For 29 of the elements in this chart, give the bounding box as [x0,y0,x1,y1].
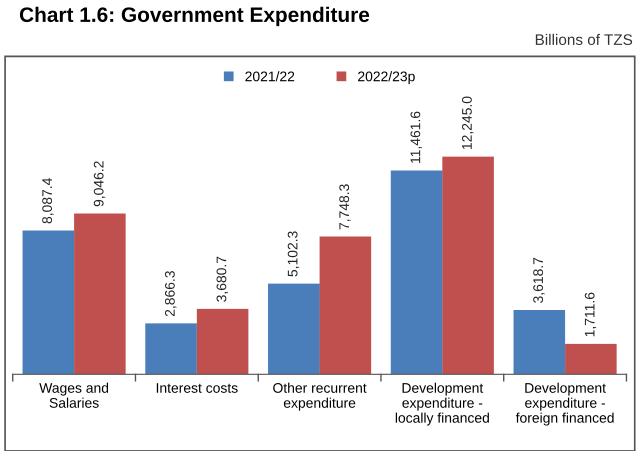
data-label: 5,102.3 [288,231,300,277]
data-label: 9,046.2 [94,161,106,206]
data-label: 7,748.3 [339,184,351,230]
bar [320,236,372,374]
bar [22,230,74,374]
x-tick-label: Wages and Salaries [39,382,108,408]
bar [145,323,197,374]
bar [390,170,442,374]
data-label: 12,245.0 [462,96,474,150]
chart-subtitle: Billions of TZS [536,34,632,46]
data-label: 3,618.7 [533,258,545,303]
x-tick-label: Other recurrent expenditure [273,382,367,411]
bar [514,310,566,374]
data-label: 1,711.6 [584,292,596,336]
bar [442,156,494,374]
bar [196,308,248,374]
bar [268,284,320,374]
data-label: 2,866.3 [164,271,176,316]
x-tick-label: Interest costs [156,383,238,393]
data-label: 11,461.6 [410,112,422,163]
x-tick-label: Development expenditure - locally financed [396,382,489,426]
data-label: 8,087.4 [42,178,54,224]
legend-label: 2022/23p [358,71,415,84]
chart-title: Chart 1.6: Government Expenditure [20,6,370,26]
bar [565,344,617,374]
x-tick-label: Development expenditure - foreign financed [516,382,614,426]
bar [74,213,126,374]
legend-label: 2021/22 [245,71,294,82]
data-label: 3,680.7 [216,256,228,302]
